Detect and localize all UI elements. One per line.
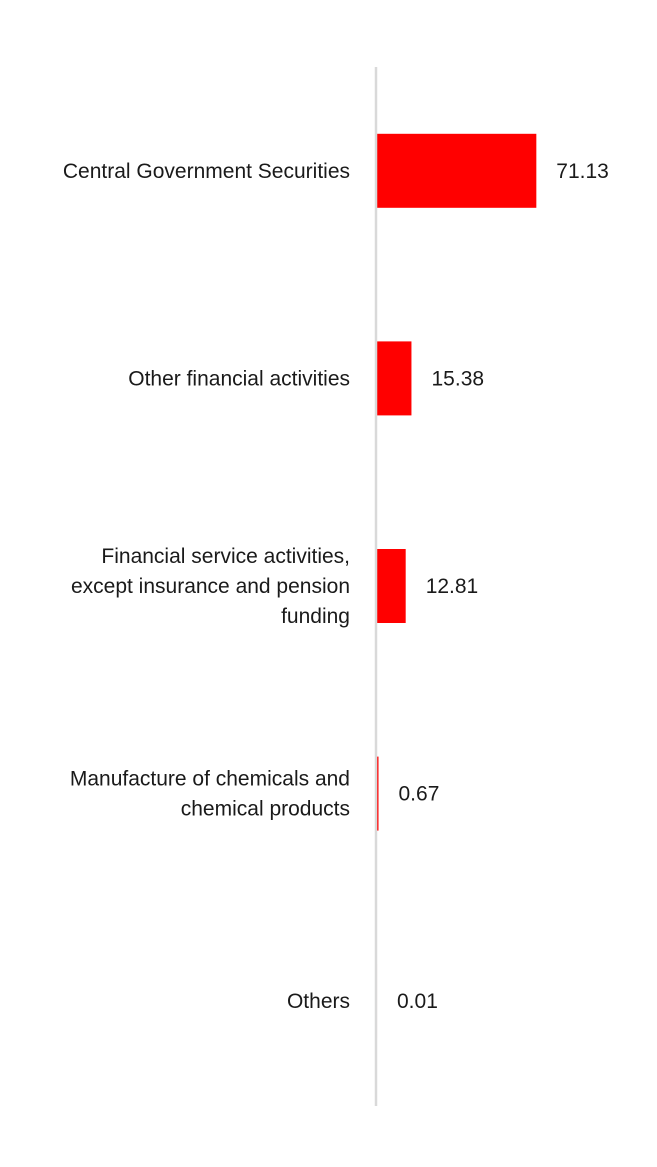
bars-layer [377,133,537,1039]
value-label-2: 15.38 [432,367,485,390]
labels-layer: 71.13 Central Government Securities 15.38 O… [63,160,609,1013]
category-label-line: Manufacture of chemicals and [70,768,350,791]
category-label-line: Central Government Securities [63,160,350,183]
category-label-line: Others [287,990,350,1013]
value-label-5: 0.01 [397,990,438,1013]
category-label-3: Financial service activities, except insu… [71,545,350,628]
category-label-1: Central Government Securities [63,160,350,183]
category-label-4: Manufacture of chemicals and chemical pro… [70,768,350,821]
category-label-2: Other financial activities [128,367,350,390]
category-label-line: Financial service activities, [101,545,350,568]
category-label-5: Others [287,990,350,1013]
bar-1 [377,133,537,208]
value-label-1: 71.13 [556,160,609,183]
bar-2 [377,341,412,416]
category-label-line: Other financial activities [128,367,350,390]
value-label-3: 12.81 [426,575,479,598]
value-label-4: 0.67 [399,783,440,806]
bar-3 [377,549,406,623]
category-label-line: except insurance and pension [71,575,350,598]
bar-4 [377,756,379,831]
category-label-line: funding [281,605,350,628]
category-label-line: chemical products [181,798,350,821]
